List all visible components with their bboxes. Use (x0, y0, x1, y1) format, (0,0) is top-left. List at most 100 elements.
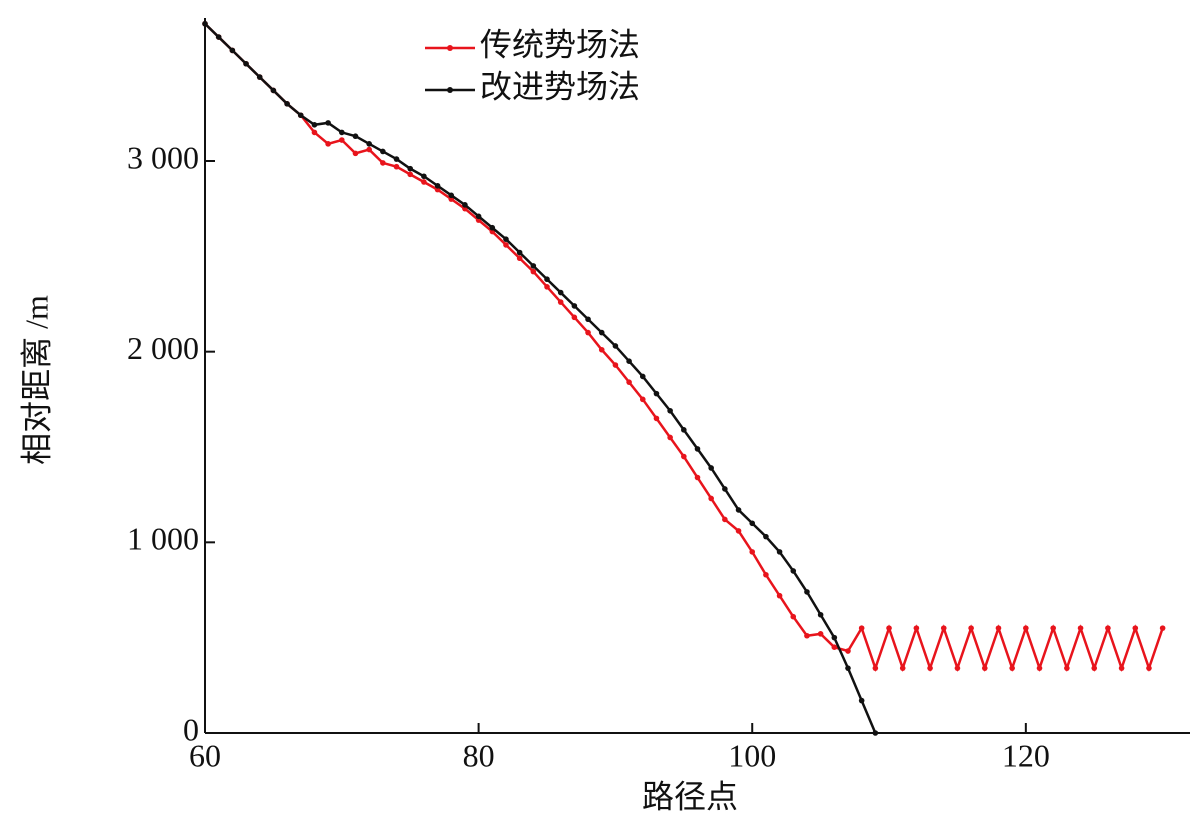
point (763, 533, 769, 540)
point (1105, 625, 1111, 631)
point (475, 213, 482, 220)
point (940, 625, 947, 631)
point (530, 268, 537, 275)
point (215, 34, 222, 40)
y-tick-label: 3 000 (127, 139, 199, 175)
point (516, 249, 523, 256)
point (694, 474, 701, 481)
point (872, 665, 879, 671)
point (1091, 665, 1098, 671)
point (626, 379, 632, 385)
point (776, 592, 783, 599)
point (489, 224, 496, 231)
point (297, 112, 304, 119)
point (462, 202, 468, 208)
point (968, 625, 974, 631)
point (831, 634, 838, 641)
series-line (204, 22, 877, 734)
y-tick-label: 2 000 (127, 330, 199, 366)
point (1036, 665, 1043, 671)
point (763, 571, 769, 578)
point (407, 171, 414, 178)
point (585, 316, 591, 323)
x-tick-label: 120 (1002, 737, 1050, 773)
point (653, 415, 660, 422)
point (544, 276, 550, 283)
point (598, 329, 605, 336)
point (886, 625, 892, 631)
point (571, 314, 578, 321)
point (421, 173, 427, 180)
point (530, 263, 537, 269)
point (653, 390, 660, 397)
point (845, 648, 851, 654)
point (708, 495, 714, 502)
point (557, 289, 564, 296)
point (804, 589, 810, 595)
point (776, 549, 783, 555)
point (229, 47, 236, 54)
point (681, 453, 687, 460)
point (858, 697, 865, 704)
point (407, 165, 414, 172)
point (352, 150, 359, 157)
y-tick-label: 0 (183, 711, 199, 747)
point (311, 121, 318, 128)
point (448, 192, 455, 199)
point (790, 568, 797, 574)
point (585, 329, 591, 336)
point (899, 665, 906, 671)
point (694, 446, 701, 452)
point (393, 156, 400, 162)
point (722, 516, 728, 523)
legend-marker (447, 87, 453, 93)
point (913, 625, 920, 631)
point (1146, 665, 1152, 671)
point (858, 625, 865, 631)
point (339, 129, 345, 136)
point (544, 284, 550, 290)
point (393, 163, 400, 170)
point (981, 665, 988, 671)
point (270, 87, 277, 94)
point (339, 137, 345, 143)
point (1064, 665, 1070, 671)
point (366, 146, 372, 153)
point (256, 74, 263, 80)
series-line (204, 22, 1164, 673)
point (612, 343, 619, 349)
point (708, 465, 714, 471)
point (557, 299, 564, 305)
point (722, 486, 728, 492)
point (352, 133, 359, 140)
point (1050, 625, 1056, 631)
point (681, 427, 687, 433)
point (380, 160, 386, 166)
point (1077, 625, 1084, 631)
point (325, 141, 331, 147)
point (1132, 625, 1139, 631)
point (202, 20, 208, 27)
point (639, 373, 646, 380)
point (790, 613, 797, 620)
y-tick-label: 1 000 (127, 521, 199, 557)
point (639, 396, 646, 403)
legend-marker (447, 45, 453, 51)
point (831, 644, 838, 650)
point (1023, 625, 1029, 631)
point (284, 101, 290, 107)
point (626, 358, 632, 365)
point (804, 632, 810, 639)
point (954, 665, 961, 671)
point (995, 625, 1002, 631)
point (571, 303, 578, 309)
point (1118, 665, 1125, 671)
legend-label: 改进势场法 (480, 68, 640, 104)
point (872, 730, 879, 736)
point (667, 407, 673, 414)
point (325, 120, 331, 126)
point (749, 549, 756, 555)
point (1159, 625, 1166, 631)
point (817, 611, 824, 618)
point (516, 255, 523, 262)
